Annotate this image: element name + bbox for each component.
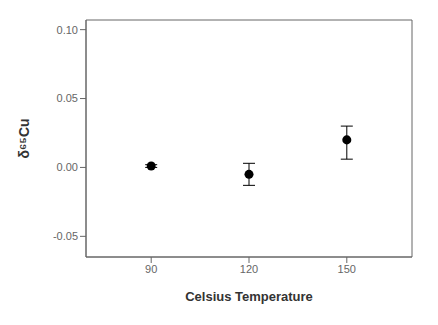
svg-text:0.05: 0.05 xyxy=(57,92,78,104)
svg-text:0.00: 0.00 xyxy=(57,161,78,173)
svg-text:-0.05: -0.05 xyxy=(53,230,78,242)
svg-text:δ⁶⁵Cu: δ⁶⁵Cu xyxy=(16,118,32,158)
svg-text:0.10: 0.10 xyxy=(57,24,78,36)
svg-text:150: 150 xyxy=(338,263,356,275)
svg-text:90: 90 xyxy=(145,263,157,275)
svg-text:Celsius Temperature: Celsius Temperature xyxy=(185,289,313,304)
svg-text:120: 120 xyxy=(240,263,258,275)
